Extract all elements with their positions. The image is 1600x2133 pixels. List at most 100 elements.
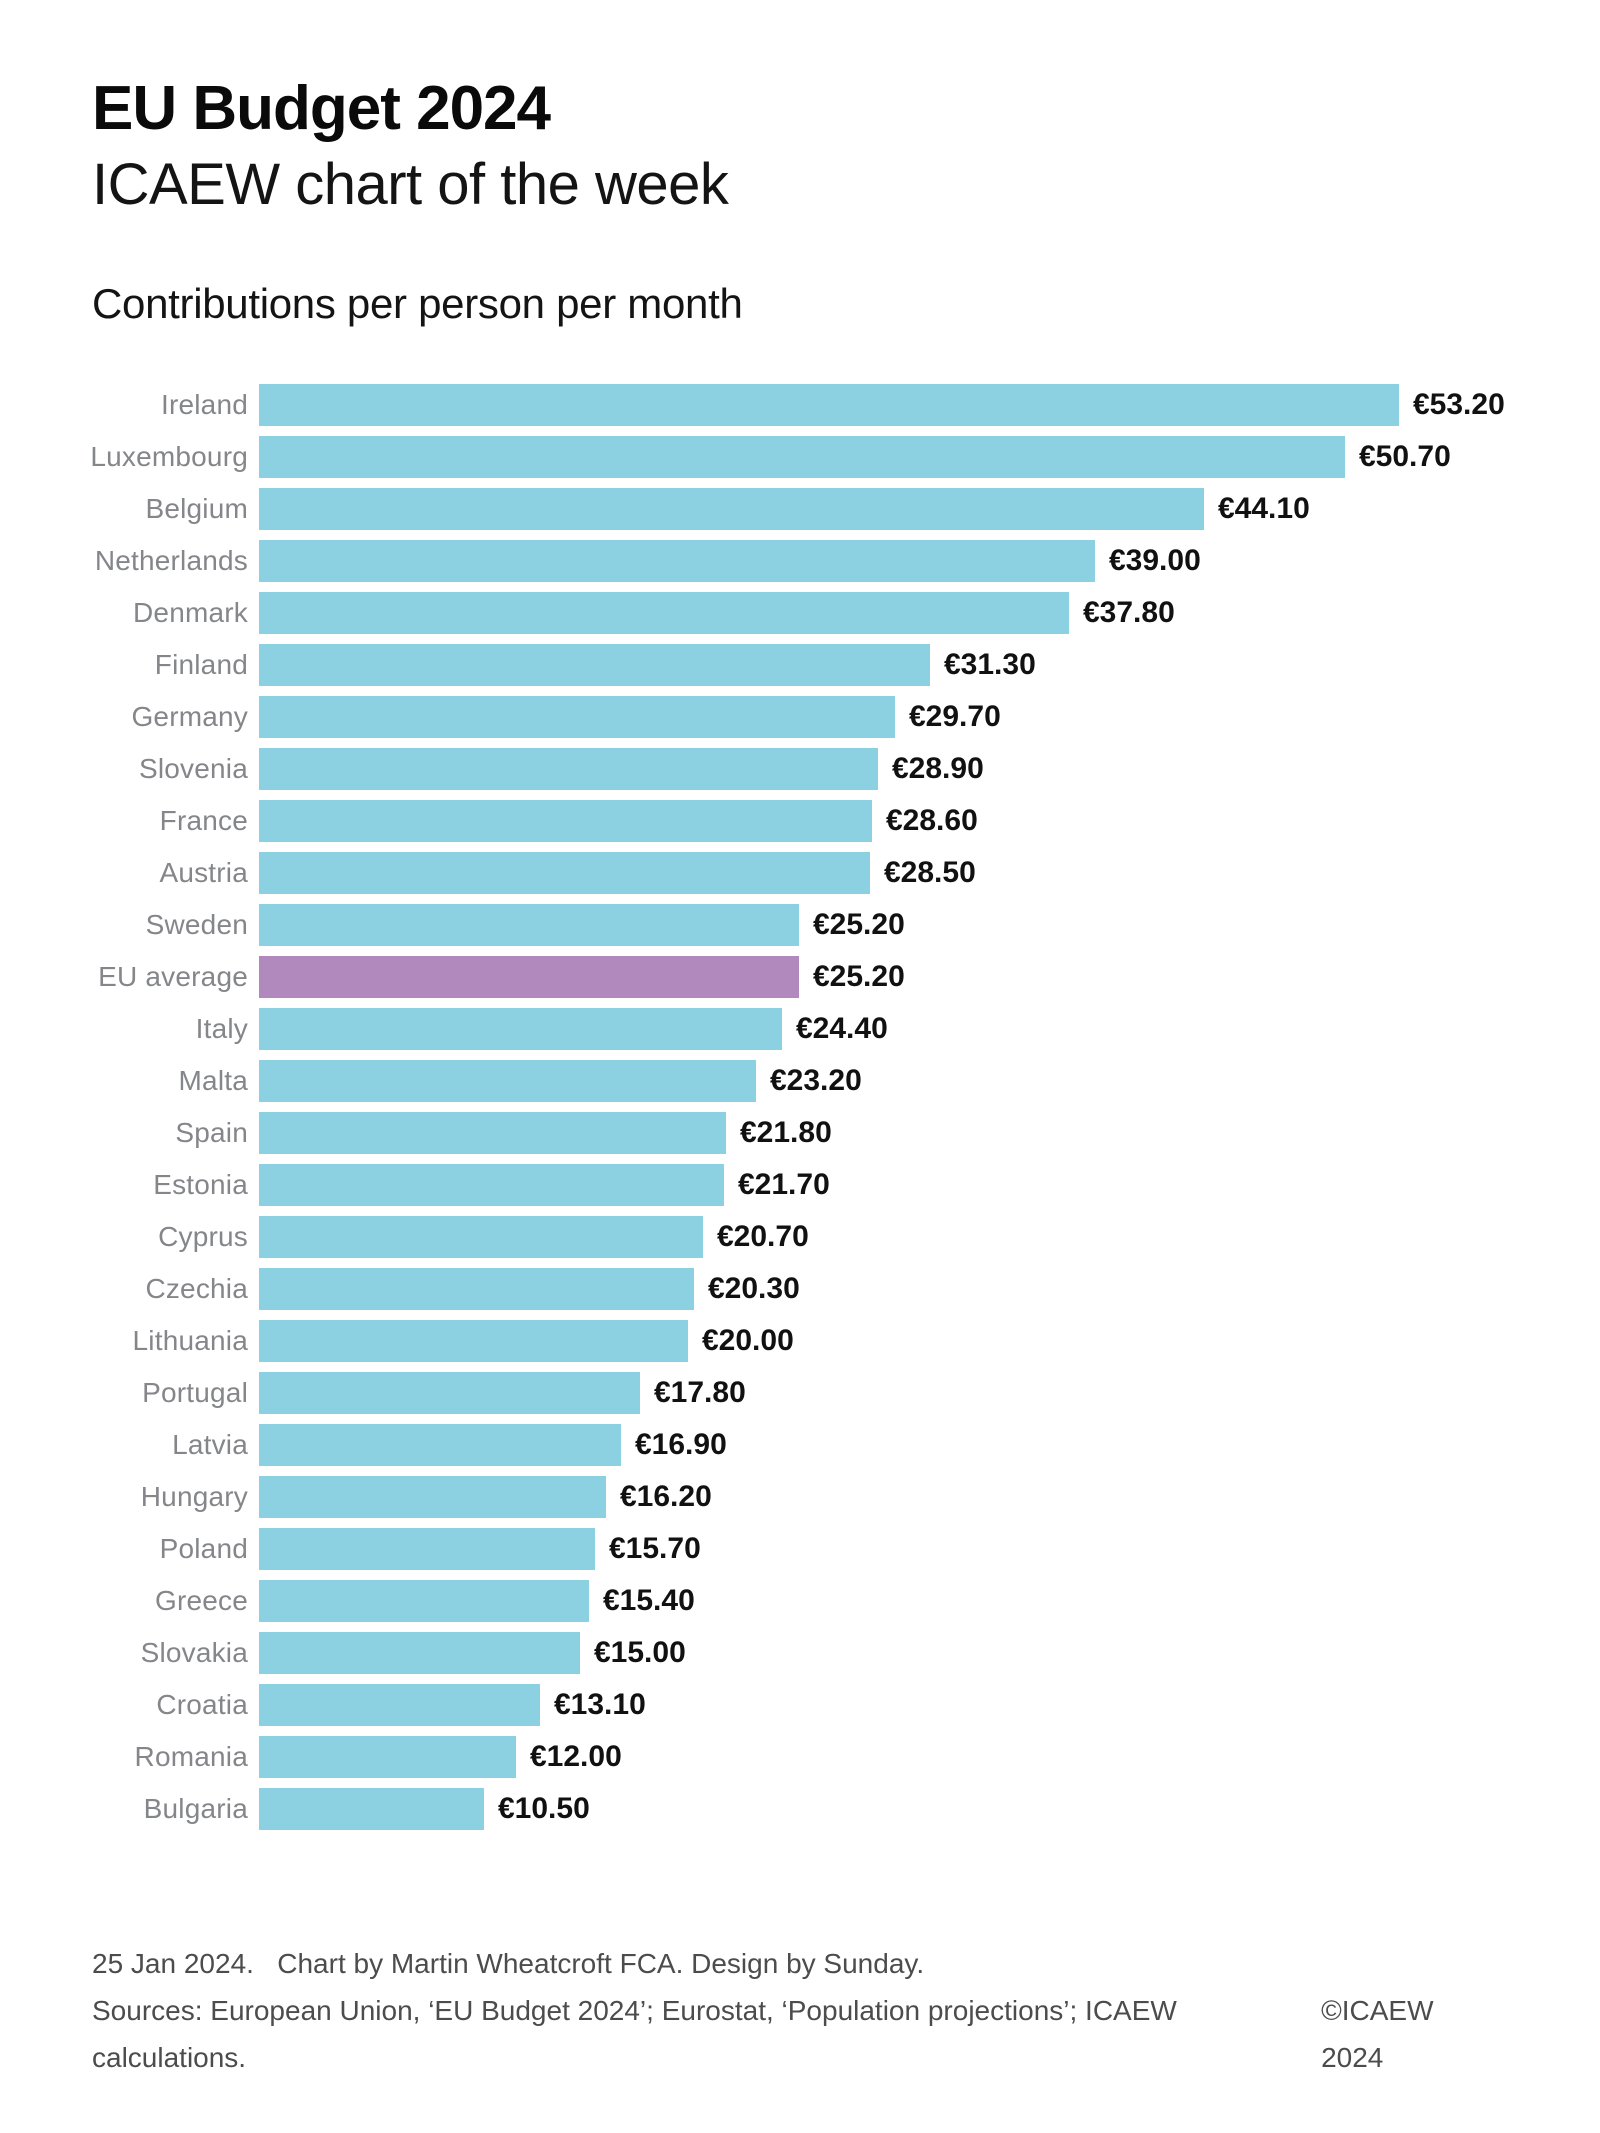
value-label: €17.80 bbox=[654, 1376, 746, 1410]
country-label: Greece bbox=[154, 1585, 248, 1617]
bar bbox=[259, 1580, 589, 1623]
chart-row: Luxembourg €50.70 bbox=[0, 436, 1600, 479]
country-label: Belgium bbox=[145, 493, 248, 525]
bar bbox=[259, 1372, 640, 1415]
chart-row: Sweden €25.20 bbox=[0, 904, 1600, 947]
bar bbox=[259, 384, 1399, 427]
bar bbox=[259, 1164, 724, 1207]
bar bbox=[259, 540, 1095, 583]
chart-rows: Ireland €53.20 Luxembourg €50.70 Belgium… bbox=[0, 384, 1600, 1831]
bar bbox=[259, 488, 1204, 531]
country-label: Ireland bbox=[160, 389, 248, 421]
chart-row: Ireland €53.20 bbox=[0, 384, 1600, 427]
country-label: Netherlands bbox=[94, 545, 248, 577]
value-label: €21.80 bbox=[740, 1116, 832, 1150]
chart-row: Portugal €17.80 bbox=[0, 1372, 1600, 1415]
bar bbox=[259, 1476, 606, 1519]
footer-copyright: ©ICAEW 2024 bbox=[1321, 1995, 1434, 2073]
chart-row: Finland €31.30 bbox=[0, 644, 1600, 687]
chart-row: Croatia €13.10 bbox=[0, 1684, 1600, 1727]
chart-row: Netherlands €39.00 bbox=[0, 540, 1600, 583]
value-label: €15.00 bbox=[594, 1636, 686, 1670]
value-label: €20.30 bbox=[708, 1272, 800, 1306]
chart-title: Contributions per person per month bbox=[92, 280, 743, 328]
bar bbox=[259, 1736, 516, 1779]
footer-date-credit: 25 Jan 2024. Chart by Martin Wheatcroft … bbox=[92, 1948, 925, 1979]
bar bbox=[259, 592, 1069, 635]
chart-row: Malta €23.20 bbox=[0, 1060, 1600, 1103]
chart-row: Hungary €16.20 bbox=[0, 1476, 1600, 1519]
value-label: €15.40 bbox=[603, 1584, 695, 1618]
header: EU Budget 2024 ICAEW chart of the week bbox=[0, 0, 1600, 218]
bar bbox=[259, 1008, 782, 1051]
chart-row: EU average €25.20 bbox=[0, 956, 1600, 999]
country-label: Czechia bbox=[145, 1273, 248, 1305]
page-title: EU Budget 2024 bbox=[92, 74, 551, 143]
bar bbox=[259, 904, 799, 947]
bar bbox=[259, 1684, 540, 1727]
value-label: €20.00 bbox=[702, 1324, 794, 1358]
value-label: €12.00 bbox=[530, 1740, 622, 1774]
chart-row: Estonia €21.70 bbox=[0, 1164, 1600, 1207]
bar bbox=[259, 852, 870, 895]
value-label: €23.20 bbox=[770, 1064, 862, 1098]
value-label: €29.70 bbox=[909, 700, 1001, 734]
bar bbox=[259, 1528, 595, 1571]
country-label: Slovakia bbox=[140, 1637, 248, 1669]
country-label: Malta bbox=[178, 1065, 248, 1097]
bar bbox=[259, 1112, 726, 1155]
country-label: Denmark bbox=[133, 597, 248, 629]
chart-row: Lithuania €20.00 bbox=[0, 1320, 1600, 1363]
country-label: Italy bbox=[195, 1013, 248, 1045]
bar bbox=[259, 436, 1345, 479]
country-label: Latvia bbox=[172, 1429, 248, 1461]
chart-row: Italy €24.40 bbox=[0, 1008, 1600, 1051]
country-label: France bbox=[159, 805, 248, 837]
value-label: €28.50 bbox=[884, 856, 976, 890]
value-label: €20.70 bbox=[717, 1220, 809, 1254]
chart-row: Austria €28.50 bbox=[0, 852, 1600, 895]
value-label: €24.40 bbox=[796, 1012, 888, 1046]
country-label: Portugal bbox=[142, 1377, 248, 1409]
value-label: €28.90 bbox=[892, 752, 984, 786]
value-label: €21.70 bbox=[738, 1168, 830, 1202]
country-label: Estonia bbox=[153, 1169, 248, 1201]
chart-row: Czechia €20.30 bbox=[0, 1268, 1600, 1311]
bar bbox=[259, 800, 872, 843]
bar bbox=[259, 696, 895, 739]
chart-row: Latvia €16.90 bbox=[0, 1424, 1600, 1467]
country-label: Bulgaria bbox=[143, 1793, 248, 1825]
bar bbox=[259, 1788, 484, 1831]
value-label: €28.60 bbox=[886, 804, 978, 838]
chart-row: Romania €12.00 bbox=[0, 1736, 1600, 1779]
bar bbox=[259, 1424, 621, 1467]
bar bbox=[259, 1216, 703, 1259]
chart-row: Cyprus €20.70 bbox=[0, 1216, 1600, 1259]
country-label: Poland bbox=[159, 1533, 248, 1565]
value-label: €10.50 bbox=[498, 1792, 590, 1826]
bar bbox=[259, 1268, 694, 1311]
country-label: Spain bbox=[175, 1117, 248, 1149]
chart-row: Bulgaria €10.50 bbox=[0, 1788, 1600, 1831]
bar bbox=[259, 1060, 756, 1103]
chart-row: Poland €15.70 bbox=[0, 1528, 1600, 1571]
country-label: Slovenia bbox=[138, 753, 248, 785]
country-label: Croatia bbox=[156, 1689, 248, 1721]
bar bbox=[259, 956, 799, 999]
value-label: €53.20 bbox=[1413, 388, 1505, 422]
country-label: Finland bbox=[154, 649, 248, 681]
value-label: €13.10 bbox=[554, 1688, 646, 1722]
chart-row: France €28.60 bbox=[0, 800, 1600, 843]
value-label: €44.10 bbox=[1218, 492, 1310, 526]
value-label: €31.30 bbox=[944, 648, 1036, 682]
country-label: Lithuania bbox=[132, 1325, 248, 1357]
value-label: €25.20 bbox=[813, 908, 905, 942]
value-label: €50.70 bbox=[1359, 440, 1451, 474]
bar bbox=[259, 644, 930, 687]
footer-sources: Sources: European Union, ‘EU Budget 2024… bbox=[92, 1995, 1185, 2073]
chart-row: Spain €21.80 bbox=[0, 1112, 1600, 1155]
footer: 25 Jan 2024. Chart by Martin Wheatcroft … bbox=[0, 1940, 1600, 2133]
page-subtitle: ICAEW chart of the week bbox=[92, 152, 729, 218]
bar-chart: Ireland €53.20 Luxembourg €50.70 Belgium… bbox=[0, 384, 1600, 1831]
